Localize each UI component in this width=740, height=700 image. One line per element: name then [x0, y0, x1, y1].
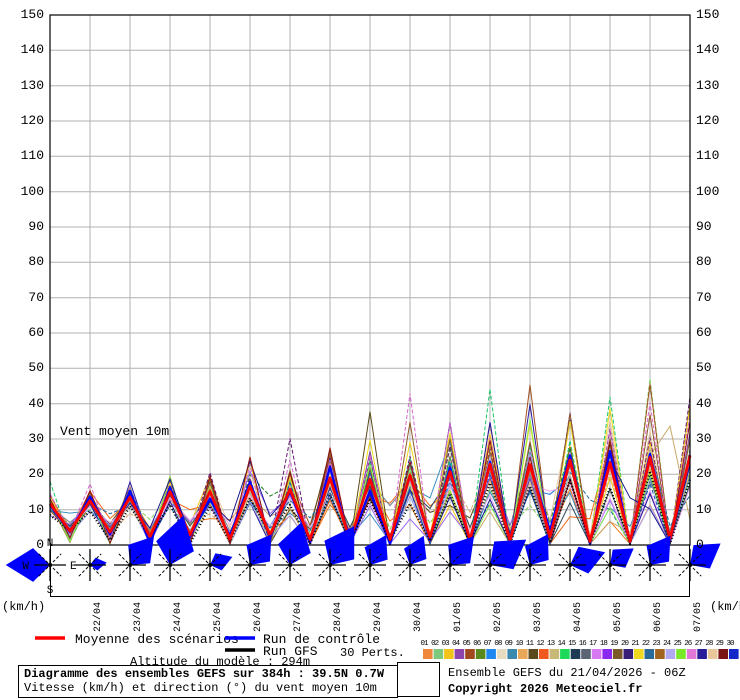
svg-text:W: W — [22, 561, 29, 573]
